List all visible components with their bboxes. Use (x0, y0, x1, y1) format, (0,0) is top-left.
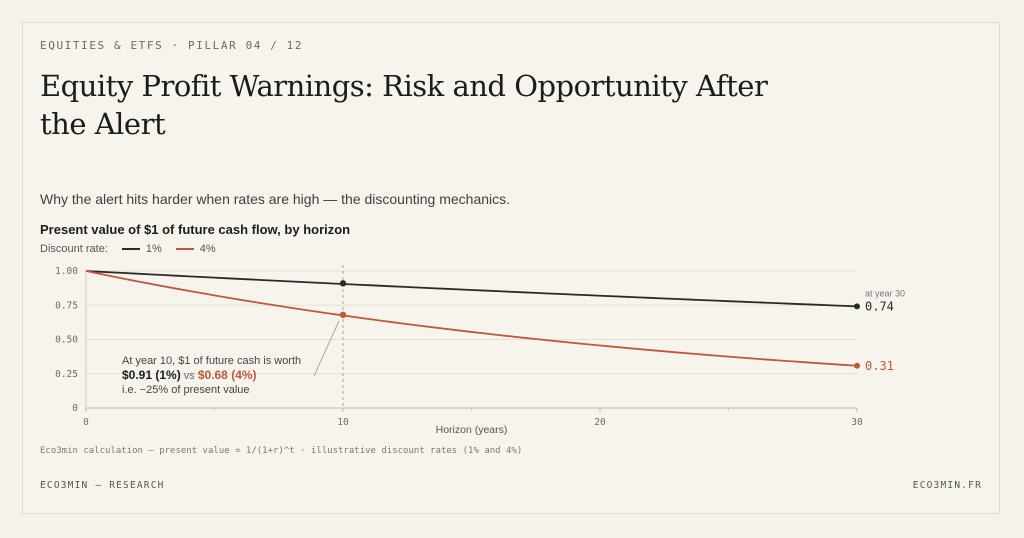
kicker: EQUITIES & ETFS · PILLAR 04 / 12 (40, 39, 304, 52)
legend-item-low: 1% (121, 243, 162, 255)
highlight-point (339, 311, 347, 319)
page-title: Equity Profit Warnings: Risk and Opportu… (40, 69, 768, 141)
legend-label: Discount rate: (40, 243, 108, 255)
footer-site: ECO3MIN.FR (912, 480, 982, 491)
x-tick-label: 0 (83, 417, 89, 428)
x-axis-title: Horizon (years) (436, 424, 508, 436)
y-tick-label: 0 (72, 403, 78, 414)
series-line-low (85, 270, 858, 308)
y-tick-label: 0.50 (55, 335, 78, 346)
x-tick-label: 10 (337, 417, 349, 428)
highlight-point (339, 280, 347, 287)
y-tick-label: 0.25 (55, 369, 78, 380)
annotation-leader (313, 320, 340, 377)
chart-title: Present value of $1 of future cash flow,… (40, 222, 351, 237)
end-point (854, 303, 860, 310)
annotation-vs: vs (181, 370, 198, 382)
annotation-line-2: $0.91 (1%) vs $0.68 (4%) (122, 368, 257, 382)
grid-layer (86, 265, 857, 408)
y-tick-label: 1.00 (55, 266, 78, 277)
series-line-high (85, 270, 858, 367)
end-note: at year 30 (865, 289, 905, 299)
legend-swatch-low (121, 248, 140, 250)
axis-layer: 0 0.25 0.50 0.75 1.00 0 10 20 30 Horizon (years) (55, 266, 863, 436)
legend-text-low: 1% (145, 243, 162, 255)
end-point (854, 362, 860, 369)
x-tick-label: 20 (594, 417, 606, 428)
annotation-layer: at year 30 At year 10, $1 of future cash … (122, 289, 905, 396)
series-layer: 0.74 0.31 (85, 270, 894, 373)
legend-swatch-high (175, 248, 194, 250)
x-tick-label: 30 (851, 417, 863, 428)
annotation-line-1: At year 10, $1 of future cash is worth (122, 355, 301, 367)
y-tick-label: 0.75 (55, 300, 78, 311)
article-card: EQUITIES & ETFS · PILLAR 04 / 12 Equity … (22, 22, 1000, 514)
annotation-line-3: i.e. −25% of present value (122, 384, 250, 396)
legend-item-high: 4% (175, 243, 216, 255)
annotation-value-high: $0.68 (4%) (198, 368, 257, 382)
annotation-value-low: $0.91 (1%) (122, 368, 181, 382)
legend-text-high: 4% (199, 243, 216, 255)
footer-brand: ECO3MIN — RESEARCH (40, 480, 165, 491)
chart-legend: Discount rate: 1% 4% (40, 243, 216, 255)
source-note: Eco3min calculation — present value = 1/… (40, 446, 523, 456)
end-value-label: 0.31 (865, 359, 894, 373)
subtitle: Why the alert hits harder when rates are… (40, 191, 511, 207)
end-value-label: 0.74 (865, 299, 894, 313)
